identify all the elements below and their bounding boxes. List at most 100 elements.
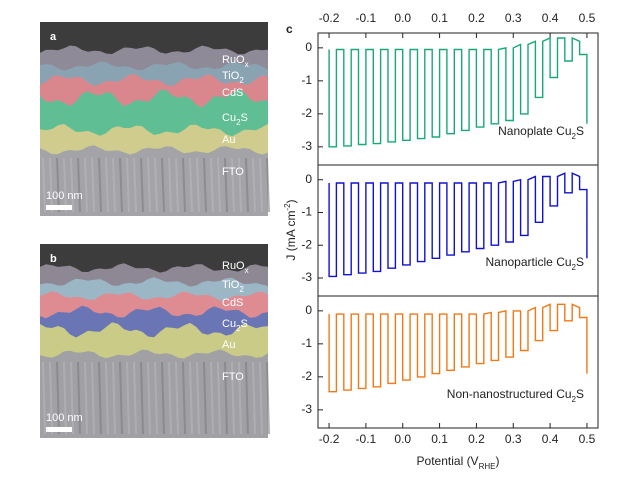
- curve-annotation-part: Nanoplate Cu: [498, 124, 571, 138]
- sem-grain: [168, 361, 172, 435]
- layer-label: Au: [222, 339, 235, 351]
- sem-grain: [182, 157, 186, 213]
- sem-grain: [203, 361, 207, 435]
- sem-grain: [259, 361, 263, 435]
- sem-grain: [119, 361, 123, 435]
- sem-grain: [126, 361, 130, 435]
- layer-label: TiO2: [222, 70, 244, 85]
- sem-grain: [112, 361, 116, 435]
- x-tick-label: 0.0: [394, 432, 411, 446]
- curve-annotation-part: S: [576, 255, 584, 269]
- sem-grain: [112, 157, 116, 213]
- y-tick-label: 0: [305, 172, 312, 186]
- x-tick-label: -0.2: [319, 11, 340, 25]
- y-axis-label-part: ): [284, 199, 298, 203]
- curve-annotation-part: S: [576, 387, 584, 401]
- y-tick-label: -1: [301, 205, 312, 219]
- sem-grain: [56, 361, 60, 435]
- sem-grain: [238, 157, 242, 213]
- sem-grain: [105, 157, 109, 213]
- layer-label-part: S: [241, 318, 248, 330]
- panel-label: a: [50, 31, 57, 43]
- sem-grain: [182, 361, 186, 435]
- layer-label: Cu2S: [222, 318, 248, 333]
- x-tick-label: 0.0: [394, 11, 411, 25]
- sem-grain: [203, 157, 207, 213]
- layer-label-part: x: [245, 60, 249, 69]
- sem-grain: [224, 361, 228, 435]
- y-tick-label: -2: [301, 237, 312, 251]
- scale-bar: [46, 205, 72, 210]
- layer-label-part: 2: [239, 285, 244, 294]
- layer-label-part: Cu: [222, 318, 236, 330]
- layer-label: RuOx: [222, 260, 249, 275]
- sem-grain: [147, 361, 151, 435]
- y-axis-label-part: J (mA cm: [284, 211, 298, 261]
- layer-label: TiO2: [222, 279, 244, 294]
- sem-grain: [196, 361, 200, 435]
- x-tick-label: -0.1: [356, 11, 377, 25]
- layer-label-part: CdS: [222, 87, 243, 99]
- y-axis-label: J (mA cm-2): [283, 199, 299, 260]
- jv-curve: [328, 172, 588, 278]
- plot-frame: [317, 295, 599, 429]
- x-tick-label: 0.4: [542, 432, 559, 446]
- layer-label-part: FTO: [222, 166, 244, 178]
- y-tick-label: -3: [301, 402, 312, 416]
- y-tick-label: -1: [301, 336, 312, 350]
- jv-curve: [328, 36, 588, 148]
- layer-label-part: FTO: [222, 371, 244, 383]
- y-tick-label: 0: [305, 40, 312, 54]
- layer-label: CdS: [222, 297, 243, 309]
- layer-label: CdS: [222, 87, 243, 99]
- curve-annotation-part: 2: [572, 132, 577, 141]
- x-tick-label: 0.4: [542, 11, 559, 25]
- layer-label: FTO: [222, 371, 244, 383]
- curve-annotation-part: 2: [572, 263, 577, 272]
- sem-grain: [224, 157, 228, 213]
- panel-label: b: [50, 253, 57, 265]
- sem-grain: [210, 361, 214, 435]
- plot-frame: [317, 164, 599, 297]
- layer-label-part: TiO: [222, 70, 240, 82]
- curve-annotation-part: S: [576, 124, 584, 138]
- x-axis-label: Potential (VRHE): [417, 454, 500, 470]
- sem-grain: [168, 157, 172, 213]
- layer-label-part: Cu: [222, 112, 236, 124]
- curve-annotation-part: 2: [572, 395, 577, 404]
- scale-bar-label: 100 nm: [46, 412, 83, 424]
- sem-grain: [161, 157, 165, 213]
- sem-grain: [189, 157, 193, 213]
- x-tick-label: 0.3: [505, 11, 522, 25]
- scale-bar-label: 100 nm: [46, 190, 83, 202]
- x-axis-label-part: ): [495, 454, 499, 468]
- sem-grain: [70, 157, 74, 213]
- curve-annotation: Nanoplate Cu2S: [498, 124, 584, 140]
- x-axis-label-part: RHE: [479, 462, 496, 471]
- x-tick-label: -0.1: [356, 432, 377, 446]
- x-tick-label: 0.1: [431, 11, 448, 25]
- sem-grain: [266, 361, 270, 435]
- layer-label-part: 2: [236, 324, 241, 333]
- y-tick-label: -3: [301, 139, 312, 153]
- layer-label: FTO: [222, 166, 244, 178]
- sem-grain: [252, 157, 256, 213]
- sem-grain: [91, 361, 95, 435]
- sem-grain: [133, 157, 137, 213]
- scale-bar: [46, 427, 72, 432]
- jv-curve: [328, 303, 588, 393]
- sem-grain: [63, 361, 67, 435]
- curve-annotation-part: Nanoparticle Cu: [485, 255, 571, 269]
- y-tick-label: -1: [301, 73, 312, 87]
- sem-grain: [42, 361, 46, 435]
- sem-grain: [70, 361, 74, 435]
- sem-grain: [126, 157, 130, 213]
- layer-label-part: Au: [222, 134, 235, 146]
- sem-grain: [56, 157, 60, 213]
- panel-label: c: [286, 22, 293, 36]
- layer-label: Cu2S: [222, 112, 248, 127]
- y-tick-label: -2: [301, 369, 312, 383]
- sem-grain: [91, 157, 95, 213]
